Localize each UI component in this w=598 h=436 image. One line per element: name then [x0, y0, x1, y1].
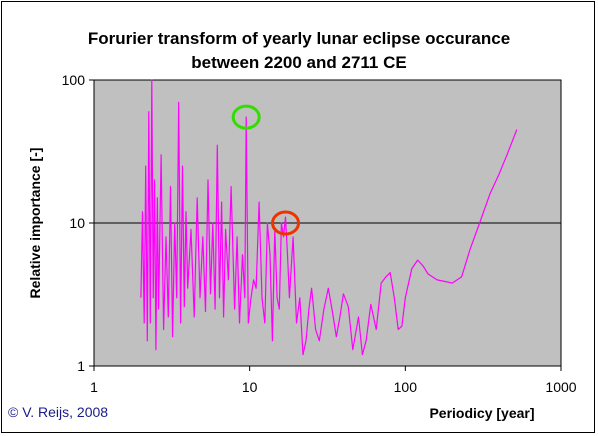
x-tick-label-2: 100 [394, 379, 418, 395]
x-axis-label: Periodicy [year] [429, 405, 534, 421]
annotation-circle-1 [271, 210, 301, 236]
series-layer [140, 79, 518, 356]
chart-subtitle: between 2200 and 2711 CE [191, 53, 406, 72]
y-tick-label-2: 100 [62, 72, 86, 88]
axes: 1 10 100 1000 1 10 100 [62, 72, 577, 395]
y-tick-label-1: 10 [69, 215, 85, 231]
series-line-0 [140, 79, 518, 356]
chart-title: Forurier transform of yearly lunar eclip… [88, 29, 510, 48]
credit-text: © V. Reijs, 2008 [8, 404, 108, 420]
y-tick-label-0: 1 [77, 358, 85, 374]
annotations [231, 104, 301, 236]
y-axis-label: Relative importance [-] [27, 148, 43, 299]
x-tick-label-0: 1 [90, 379, 98, 395]
x-tick-label-3: 1000 [545, 379, 576, 395]
annotation-circle-0 [231, 104, 261, 130]
x-tick-label-1: 10 [242, 379, 258, 395]
